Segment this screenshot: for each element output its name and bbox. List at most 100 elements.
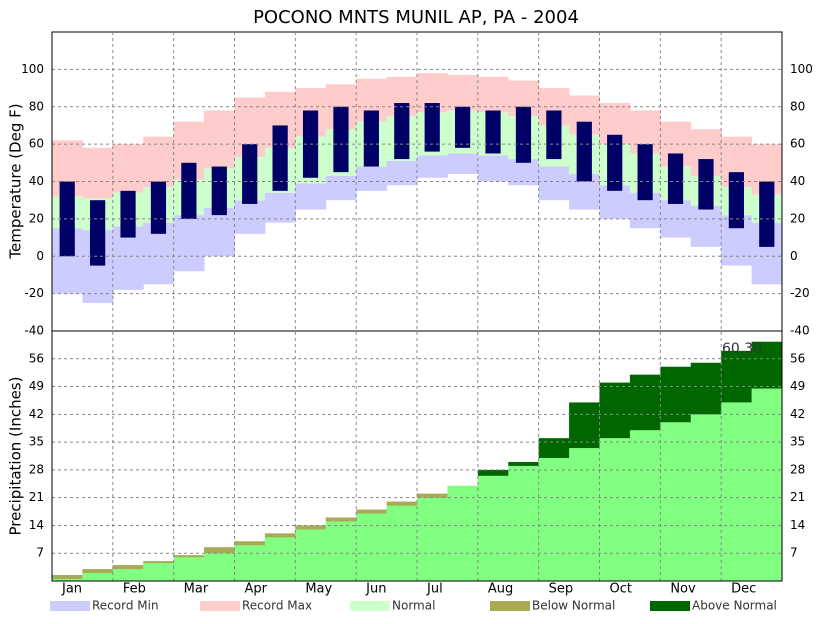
observed-range bbox=[607, 134, 623, 191]
observed-range bbox=[90, 200, 106, 266]
below-normal bbox=[264, 533, 296, 538]
legend-label: Below Normal bbox=[532, 599, 615, 613]
record-max-band bbox=[112, 144, 144, 193]
observed-range bbox=[698, 159, 714, 210]
below-normal bbox=[173, 555, 205, 558]
x-tick-label: Jun bbox=[365, 582, 386, 597]
y-tick-label: 0 bbox=[36, 249, 44, 263]
normal-area bbox=[325, 517, 357, 581]
normal-area bbox=[569, 448, 600, 581]
x-tick-label: Feb bbox=[123, 582, 146, 597]
observed-range bbox=[637, 144, 653, 201]
axes: -40 -40 -20 -20 0 0 20 20 40 40 60 60 80 80 100 100 60.3… bbox=[21, 31, 813, 613]
legend-label: Record Max bbox=[242, 599, 312, 613]
observed-range bbox=[515, 106, 532, 163]
below-normal bbox=[386, 501, 418, 506]
x-tick-label: Mar bbox=[184, 582, 209, 597]
normal-area bbox=[386, 501, 418, 581]
observed-range bbox=[150, 181, 167, 234]
normal-area bbox=[234, 541, 266, 581]
legend-swatch bbox=[490, 601, 530, 611]
y-tick-label: 0 bbox=[790, 249, 798, 263]
below-normal bbox=[204, 547, 235, 554]
above-normal bbox=[538, 438, 570, 458]
legend-swatch bbox=[650, 601, 690, 611]
normal-area bbox=[538, 457, 570, 581]
legend-label: Record Min bbox=[92, 599, 159, 613]
normal-area bbox=[417, 493, 448, 581]
y-tick-label: 35 bbox=[790, 435, 805, 449]
record-min-band bbox=[690, 205, 722, 247]
y-tick-label: 100 bbox=[21, 62, 44, 76]
normal-area bbox=[356, 509, 388, 581]
above-normal bbox=[660, 366, 692, 423]
observed-range bbox=[59, 181, 75, 257]
record-min-band bbox=[264, 192, 296, 223]
normal-area bbox=[173, 555, 205, 581]
x-tick-label: May bbox=[305, 582, 332, 597]
legend-label: Normal bbox=[392, 599, 435, 613]
y-tick-label: 100 bbox=[790, 62, 813, 76]
y-tick-label: 40 bbox=[29, 174, 44, 188]
observed-range bbox=[455, 106, 471, 148]
y-tick-label: 20 bbox=[790, 211, 805, 225]
record-min-band bbox=[173, 215, 205, 272]
observed-range bbox=[242, 144, 258, 204]
y-tick-label: 28 bbox=[29, 462, 44, 476]
above-normal bbox=[751, 341, 783, 389]
y-tick-label: 7 bbox=[790, 546, 798, 560]
observed-range bbox=[363, 110, 379, 167]
y-tick-label: 80 bbox=[29, 99, 44, 113]
y-tick-label: 56 bbox=[29, 351, 44, 365]
legend-swatch bbox=[50, 601, 90, 611]
above-normal bbox=[690, 362, 722, 415]
above-normal bbox=[508, 461, 540, 466]
plot-frame bbox=[51, 330, 783, 582]
observed-range bbox=[120, 190, 136, 238]
record-min-band bbox=[325, 175, 357, 201]
chart-title: POCONO MNTS MUNIL AP, PA - 2004 bbox=[253, 7, 579, 28]
normal-area bbox=[477, 475, 509, 581]
normal-area bbox=[660, 422, 692, 581]
x-tick-label: Apr bbox=[245, 582, 268, 597]
y-tick-label: 56 bbox=[790, 351, 805, 365]
x-tick-label: Nov bbox=[670, 582, 696, 597]
normal-area bbox=[599, 438, 631, 581]
y-tick-label: 21 bbox=[790, 490, 805, 504]
above-normal bbox=[721, 350, 753, 403]
y-tick-label: 60 bbox=[29, 137, 44, 151]
y-tick-label: -20 bbox=[24, 286, 44, 300]
record-min-band bbox=[538, 166, 570, 201]
above-normal bbox=[629, 374, 661, 431]
below-normal bbox=[82, 569, 114, 574]
record-min-band bbox=[477, 155, 509, 182]
y-tick-label: 49 bbox=[29, 379, 44, 393]
x-tick-label: Sep bbox=[549, 582, 574, 597]
observed-range bbox=[759, 181, 775, 247]
observed-range bbox=[728, 172, 744, 229]
normal-area bbox=[721, 402, 753, 581]
below-normal bbox=[325, 517, 357, 522]
record-max-band bbox=[143, 136, 175, 188]
below-normal bbox=[112, 565, 144, 570]
above-normal bbox=[599, 382, 631, 439]
y-tick-label: 42 bbox=[29, 407, 44, 421]
x-tick-label: Jul bbox=[426, 582, 443, 597]
observed-range bbox=[181, 162, 197, 219]
record-min-band bbox=[508, 159, 540, 186]
below-normal bbox=[234, 541, 266, 546]
x-tick-label: Oct bbox=[610, 582, 632, 597]
y-tick-label: 14 bbox=[790, 518, 805, 532]
y-tick-label: 49 bbox=[790, 379, 805, 393]
observed-range bbox=[667, 153, 684, 204]
record-min-band bbox=[417, 155, 448, 178]
below-normal bbox=[52, 575, 83, 580]
x-tick-label: Aug bbox=[488, 582, 513, 597]
below-normal bbox=[356, 509, 388, 514]
above-normal bbox=[477, 469, 509, 476]
record-min-band bbox=[447, 153, 479, 175]
observed-range bbox=[485, 110, 501, 154]
legend-swatch bbox=[350, 601, 390, 611]
y-axis-label: Temperature (Deg F) bbox=[7, 103, 25, 259]
below-normal bbox=[143, 561, 175, 564]
